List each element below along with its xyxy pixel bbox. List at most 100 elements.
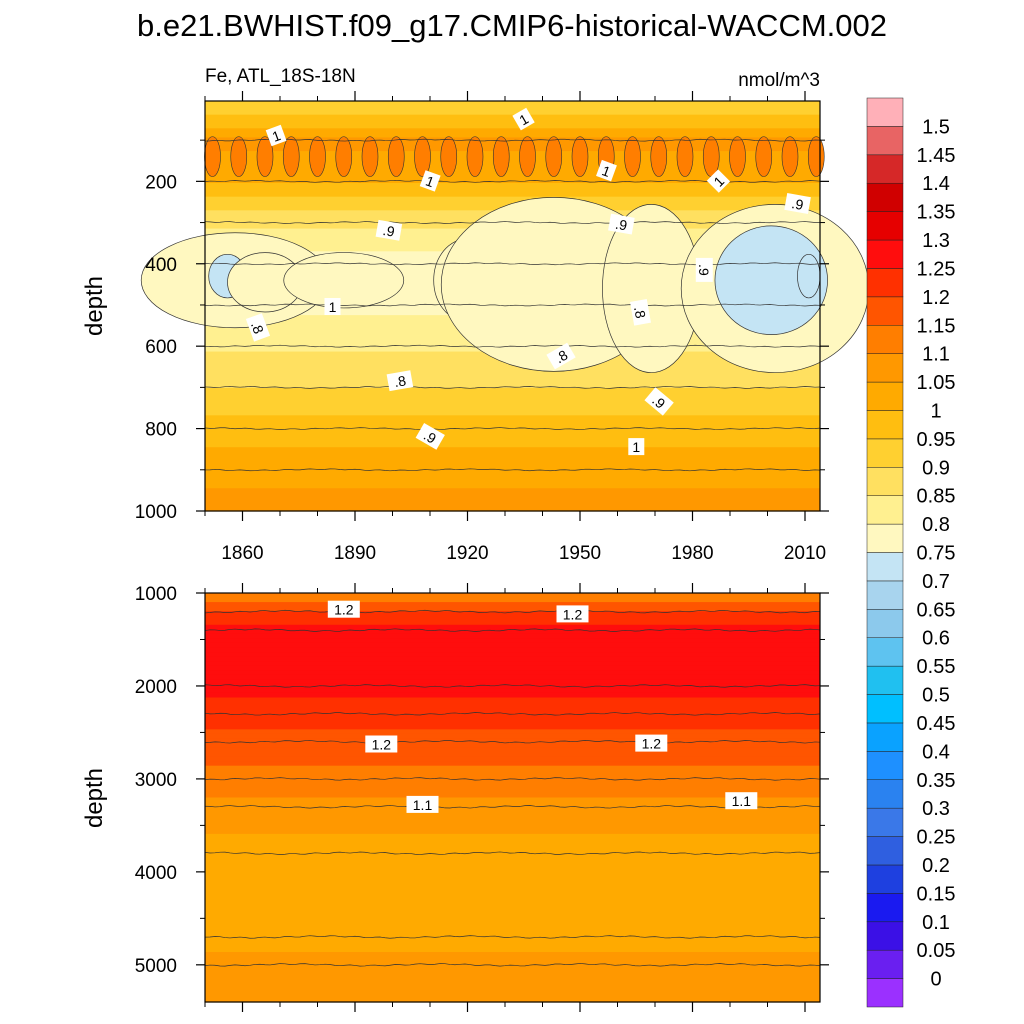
contour-label-text: 1.2 <box>372 737 392 753</box>
depth-band <box>205 652 820 658</box>
contour-label-text: .8 <box>393 372 407 390</box>
contour-label: 1 <box>324 298 341 315</box>
depth-band <box>205 833 820 839</box>
colorbar-label: 0.65 <box>917 599 956 621</box>
depth-band <box>205 633 820 640</box>
depth-band <box>205 397 820 403</box>
contour-label: .9 <box>784 193 811 214</box>
colorbar-swatch <box>866 609 904 638</box>
depth-band <box>205 688 820 694</box>
contour-label-box <box>415 423 445 450</box>
x-tick-label: 1860 <box>221 543 263 564</box>
colorbar-swatch <box>866 552 904 582</box>
depth-band <box>205 665 820 671</box>
y-tick-label: 400 <box>145 255 177 276</box>
contour-label-box <box>419 170 441 192</box>
colorbar-swatch <box>866 410 904 440</box>
near-surface-cell <box>335 136 353 177</box>
depth-band <box>205 797 820 803</box>
depth-band <box>205 456 820 462</box>
depth-band <box>205 802 820 808</box>
near-surface-cell <box>440 136 458 177</box>
contour-label-box <box>630 299 651 326</box>
near-surface-cell <box>361 136 379 177</box>
contour-label-box <box>365 735 398 753</box>
depth-band <box>205 842 820 849</box>
colorbar-label: 0 <box>930 969 941 991</box>
depth-band <box>205 997 820 1003</box>
depth-band <box>205 401 820 407</box>
depth-band <box>205 674 820 680</box>
depth-band <box>205 647 820 653</box>
contour-label: .8 <box>245 313 271 342</box>
depth-band <box>205 983 820 989</box>
colorbar-label: 0.8 <box>922 514 950 536</box>
near-surface-cell <box>571 136 589 177</box>
depth-band <box>205 438 820 444</box>
depth-band <box>205 733 820 740</box>
contour-label-box <box>324 298 341 315</box>
near-surface-cell <box>624 136 641 177</box>
depth-band <box>205 406 820 412</box>
depth-band <box>205 765 820 771</box>
y-tick-label: 1000 <box>135 502 177 523</box>
contour-line <box>204 221 821 224</box>
depth-band <box>205 902 820 908</box>
depth-band <box>205 146 820 152</box>
depth-band <box>205 169 820 175</box>
depth-band <box>205 128 820 134</box>
depth-band <box>205 132 820 139</box>
depth-band <box>205 965 820 971</box>
depth-band <box>205 874 820 880</box>
colorbar-label: 0.55 <box>917 656 956 678</box>
contour-line <box>204 138 821 142</box>
colorbar-swatch <box>866 864 904 894</box>
contour-label-text: 1.1 <box>732 793 752 809</box>
depth-band <box>205 815 820 821</box>
y-tick-label: 2000 <box>135 677 177 698</box>
contour-line <box>204 740 821 744</box>
depth-band <box>205 947 820 953</box>
depth-band <box>205 173 820 180</box>
near-surface-cell <box>256 136 274 177</box>
depth-band <box>205 479 820 485</box>
depth-band <box>205 720 820 726</box>
near-surface-cell <box>204 136 221 177</box>
depth-band <box>205 911 820 917</box>
colorbar-label: 0.85 <box>917 486 956 508</box>
contour-label-box <box>628 438 645 456</box>
depth-band <box>205 142 820 148</box>
colorbar: 0 0.05 0.1 0.15 0.2 0.25 0.3 0.35 0.4 0.45 0.5 0.55… <box>866 97 956 1008</box>
colorbar-label: 0.15 <box>917 883 956 905</box>
depth-band <box>205 606 820 612</box>
depth-band <box>205 683 820 690</box>
depth-band <box>205 365 820 371</box>
depth-band <box>205 160 820 166</box>
near-surface-cell <box>729 136 746 177</box>
depth-band <box>205 602 820 608</box>
depth-band <box>205 747 820 753</box>
colorbar-swatch <box>866 779 904 809</box>
contour-line <box>204 468 821 472</box>
near-surface-cell <box>650 136 668 177</box>
contour-label-box <box>406 795 439 813</box>
colorbar-swatch <box>866 807 904 837</box>
contour-label-text: 1.2 <box>563 606 583 622</box>
colorbar-label: 0.9 <box>922 457 950 479</box>
depth-band <box>205 661 820 667</box>
colorbar-swatch <box>866 949 904 979</box>
anomaly-region <box>797 253 821 299</box>
depth-band <box>205 933 820 939</box>
depth-band <box>205 783 820 790</box>
depth-band <box>205 629 820 635</box>
colorbar-label: 1.45 <box>917 145 956 167</box>
depth-band <box>205 492 820 498</box>
x-tick-label: 1920 <box>446 543 488 564</box>
depth-band <box>205 183 820 189</box>
colorbar-swatch <box>866 722 904 752</box>
depth-band <box>205 679 820 685</box>
colorbar-swatch <box>866 921 904 951</box>
contour-label-box <box>635 734 668 752</box>
depth-band <box>205 442 820 448</box>
